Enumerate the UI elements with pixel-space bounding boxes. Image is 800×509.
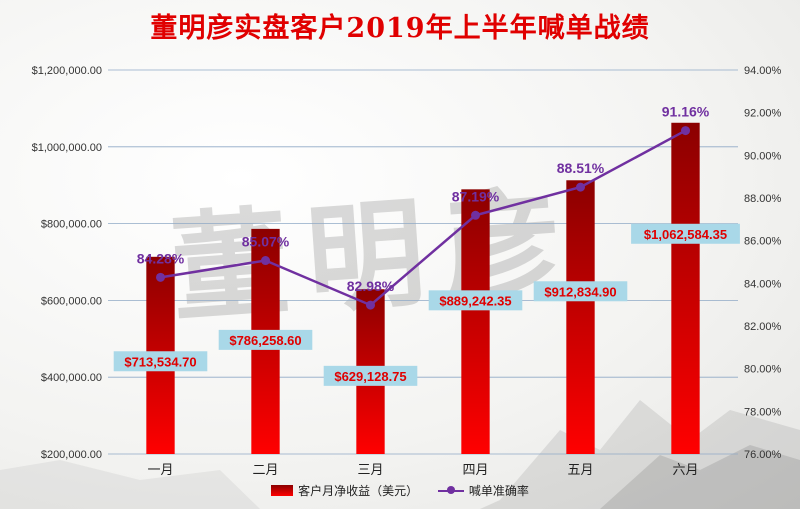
y-right-tick-label: 92.00% <box>744 108 782 120</box>
y-right-tick-label: 84.00% <box>744 278 782 290</box>
line-point <box>366 300 375 310</box>
bar-value-label: $1,062,584.35 <box>644 227 727 242</box>
y-left-tick-label: $800,000.00 <box>41 219 102 231</box>
line-value-label: 91.16% <box>662 104 710 120</box>
y-right-tick-label: 94.00% <box>744 65 782 77</box>
line-value-label: 84.28% <box>137 250 185 266</box>
line-value-label: 87.19% <box>452 188 500 204</box>
line-value-label: 88.51% <box>557 160 605 176</box>
accuracy-line <box>160 129 687 307</box>
bar-value-label: $786,258.60 <box>229 333 301 348</box>
bar-label-box <box>113 351 208 372</box>
bar-value-label: $713,534.70 <box>124 354 196 369</box>
y-right-tick-label: 86.00% <box>744 236 782 248</box>
bar <box>566 180 595 454</box>
x-tick-label: 一月 <box>147 463 173 478</box>
y-left-tick-label: $200,000.00 <box>41 449 102 461</box>
bar-label-box <box>218 329 313 350</box>
legend: 客户月净收益（美元） 喊单准确率 <box>0 482 800 499</box>
bar-value-label: $912,834.90 <box>544 284 616 299</box>
line-point <box>156 272 165 282</box>
y-left-tick-label: $1,000,000.00 <box>32 142 102 154</box>
x-tick-label: 三月 <box>357 463 383 478</box>
bar-label-box <box>631 223 740 244</box>
y-left-tick-label: $1,200,000.00 <box>32 65 102 77</box>
line-point <box>681 126 690 136</box>
y-left-tick-label: $600,000.00 <box>41 295 102 307</box>
x-tick-label: 六月 <box>672 463 698 478</box>
bar-value-label: $889,242.35 <box>439 293 511 308</box>
y-right-tick-label: 80.00% <box>744 364 782 376</box>
x-tick-label: 五月 <box>567 463 593 478</box>
y-right-tick-label: 82.00% <box>744 321 782 333</box>
bar-value-label: $629,128.75 <box>334 369 406 384</box>
x-tick-label: 四月 <box>462 463 488 478</box>
line-point <box>261 256 270 266</box>
bar-label-box <box>323 365 418 386</box>
legend-label-bar: 客户月净收益（美元） <box>298 484 419 498</box>
bar <box>671 122 700 454</box>
y-right-tick-label: 78.00% <box>744 406 782 418</box>
line-swatch-icon <box>437 485 464 496</box>
line-value-label: 85.07% <box>242 234 290 250</box>
bar <box>461 189 490 454</box>
x-tick-label: 二月 <box>252 463 278 478</box>
bar-swatch-icon <box>271 485 294 496</box>
bar-label-box <box>428 290 523 311</box>
chart-title: 董明彦实盘客户2019年上半年喊单战绩 <box>150 13 650 44</box>
legend-label-line: 喊单准确率 <box>468 484 529 498</box>
legend-item-line: 喊单准确率 <box>437 482 529 499</box>
bar-label-box <box>533 281 628 302</box>
legend-item-bar: 客户月净收益（美元） <box>271 482 418 499</box>
y-right-tick-label: 76.00% <box>744 449 782 461</box>
line-point <box>471 210 480 220</box>
y-right-tick-label: 90.00% <box>744 150 782 162</box>
y-left-tick-label: $400,000.00 <box>41 372 102 384</box>
line-value-label: 82.98% <box>347 278 395 294</box>
y-right-tick-label: 88.00% <box>744 193 782 205</box>
line-point <box>576 182 585 192</box>
